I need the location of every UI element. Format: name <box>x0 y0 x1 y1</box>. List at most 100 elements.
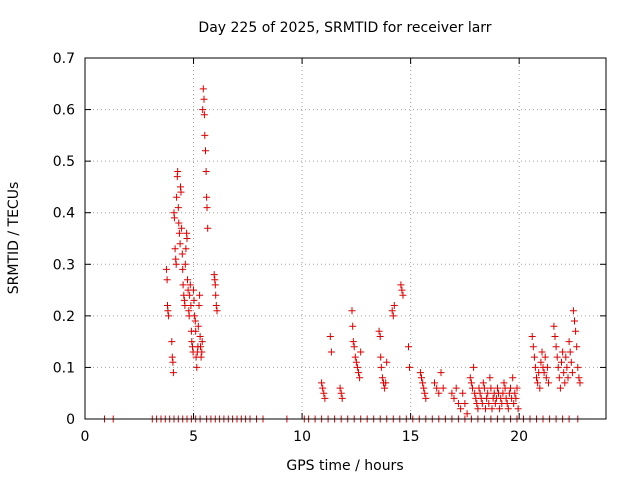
data-point <box>437 369 445 377</box>
data-point <box>536 384 544 392</box>
data-point <box>463 410 471 418</box>
data-point <box>507 384 514 392</box>
data-point <box>571 317 578 325</box>
data-point <box>494 384 501 392</box>
data-point <box>319 384 327 392</box>
data-point <box>452 384 460 392</box>
data-point <box>564 374 572 382</box>
data-point <box>550 322 558 330</box>
data-point <box>320 389 328 397</box>
data-point <box>183 235 191 242</box>
data-point <box>530 353 538 361</box>
data-point <box>383 358 391 366</box>
data-point <box>179 265 187 273</box>
y-tick-label: 0.1 <box>53 360 75 376</box>
data-point <box>467 379 475 387</box>
data-point <box>574 363 582 371</box>
data-point <box>169 369 177 377</box>
data-point <box>168 338 176 346</box>
data-point <box>486 374 494 382</box>
data-point <box>553 353 561 361</box>
data-point <box>187 302 195 309</box>
data-point <box>198 348 206 356</box>
data-point <box>474 405 482 413</box>
data-point <box>543 363 551 371</box>
data-point <box>179 281 187 289</box>
data-point <box>435 389 443 397</box>
data-point <box>397 281 405 289</box>
data-point <box>349 338 357 346</box>
data-point <box>199 85 207 93</box>
data-point <box>381 384 389 392</box>
data-point <box>534 379 542 387</box>
data-point <box>569 307 577 315</box>
data-point <box>184 276 191 284</box>
data-point <box>554 363 562 371</box>
data-point <box>352 358 360 366</box>
data-point <box>353 363 361 371</box>
data-point <box>483 394 491 402</box>
data-point <box>212 302 220 309</box>
data-point <box>419 379 427 387</box>
data-point <box>572 327 580 335</box>
data-point <box>203 193 211 201</box>
data-point <box>479 379 487 387</box>
data-point <box>164 307 172 315</box>
data-point <box>196 291 204 299</box>
data-point <box>418 374 425 382</box>
data-point <box>196 333 204 340</box>
data-point <box>469 384 476 392</box>
data-point <box>186 291 194 299</box>
data-point <box>201 131 209 139</box>
data-point <box>212 291 220 299</box>
data-point <box>204 224 212 232</box>
chart-title: Day 225 of 2025, SRMTID for receiver lar… <box>198 20 491 36</box>
data-point <box>511 389 519 397</box>
y-tick-label: 0 <box>66 412 75 428</box>
data-point <box>514 405 522 413</box>
data-point <box>399 291 407 299</box>
data-point <box>499 389 507 397</box>
data-point <box>450 394 458 402</box>
data-point <box>377 353 385 361</box>
data-point <box>531 363 539 371</box>
data-point <box>555 374 563 382</box>
data-point <box>181 302 189 309</box>
data-point <box>389 312 397 320</box>
data-point <box>461 400 469 407</box>
data-point <box>326 333 334 340</box>
data-point <box>197 343 204 351</box>
data-point <box>350 343 358 351</box>
data-point <box>545 379 552 387</box>
y-axis-title: SRMTID / TECUs <box>6 182 22 295</box>
x-tick-label: 0 <box>81 429 90 445</box>
data-point <box>503 400 511 407</box>
data-point <box>542 374 550 382</box>
data-point <box>175 219 183 227</box>
data-point <box>533 374 540 382</box>
data-point <box>431 379 438 387</box>
data-point <box>190 296 198 304</box>
data-point <box>197 353 205 361</box>
data-point <box>355 369 362 377</box>
data-point <box>171 245 179 253</box>
data-point <box>398 286 406 294</box>
data-point <box>327 348 335 356</box>
data-point <box>485 400 493 407</box>
data-point <box>202 168 210 175</box>
data-point <box>509 374 517 382</box>
data-point <box>390 302 398 309</box>
data-point <box>422 394 430 402</box>
data-point <box>192 327 200 335</box>
data-point <box>541 353 549 361</box>
data-point <box>193 363 201 371</box>
data-point <box>558 358 565 366</box>
data-point <box>568 369 576 377</box>
data-point <box>348 307 356 315</box>
data-point <box>567 358 575 366</box>
data-point <box>454 400 462 407</box>
y-tick-label: 0.6 <box>53 103 75 119</box>
data-point <box>478 400 486 407</box>
data-point <box>202 147 209 155</box>
